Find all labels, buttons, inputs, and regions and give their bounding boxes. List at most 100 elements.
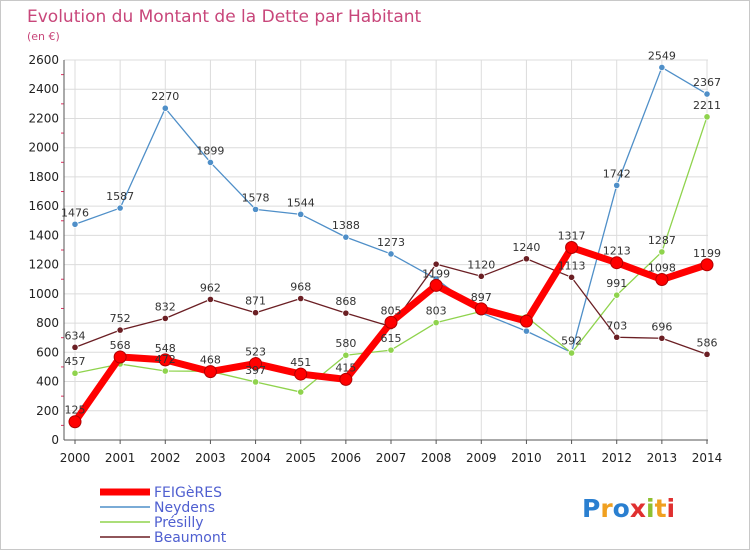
point-feigres-2002 [158,353,172,367]
data-label-feigres-2000: 125 [65,404,86,417]
x-tick-2003: 2003 [195,451,226,465]
y-tick-200: 200 [36,404,59,418]
data-label-feigres-2014: 1199 [693,247,721,260]
point-prsilly-2007 [387,346,395,354]
point-neydens-2000 [71,220,79,228]
y-tick-600: 600 [36,345,59,359]
data-label-prsilly-2006: 580 [335,337,356,350]
legend-label-prsilly: Présilly [154,515,204,531]
series-feigres [68,241,714,429]
point-beaumont-2001 [116,326,124,334]
data-label-feigres-2001: 568 [110,339,131,352]
point-prsilly-2014 [703,113,711,121]
point-beaumont-2005 [297,294,305,303]
x-axis-ticks: 2000 2001 2002 2003 2004 2005 2006 2007 2008 2009… [60,451,723,465]
data-label-beaumont-2010: 1240 [512,241,540,254]
point-feigres-2007 [384,315,398,329]
point-feigres-2009 [474,302,488,316]
x-tick-2011: 2011 [556,451,587,465]
y-tick-400: 400 [36,375,59,389]
x-tick-2000: 2000 [60,451,91,465]
point-neydens-2004 [251,205,260,213]
y-tick-2200: 2200 [28,111,59,125]
point-feigres-2005 [294,367,308,381]
y-tick-800: 800 [36,316,59,330]
data-label-feigres-2011: 1317 [558,230,586,243]
point-beaumont-2014 [703,350,711,358]
logo-letter-1: r [600,494,613,523]
data-label-prsilly-2012: 991 [606,277,627,290]
x-tick-2008: 2008 [421,451,452,465]
y-tick-1000: 1000 [28,287,59,301]
logo-text: Proxiti [582,494,675,523]
point-feigres-2012 [610,256,624,270]
data-label-prsilly-2014: 2211 [693,99,721,112]
point-neydens-2014 [703,90,711,98]
logo-letter-4: i [646,494,655,523]
point-beaumont-2010 [522,255,531,263]
logo-letter-0: P [582,494,600,523]
point-prsilly-2006 [342,351,350,359]
data-label-neydens-2006: 1388 [332,219,360,232]
point-feigres-2013 [655,273,669,287]
data-label-beaumont-2013: 696 [651,320,672,333]
data-label-beaumont-2014: 586 [697,336,718,349]
point-feigres-2000 [68,415,82,429]
point-neydens-2003 [206,158,215,167]
point-feigres-2011 [565,241,579,255]
data-label-neydens-2001: 1587 [106,190,134,203]
point-neydens-2006 [342,233,350,241]
proxiti-logo: Proxiti [582,494,675,523]
data-label-beaumont-2006: 868 [335,295,356,308]
logo-letter-5: t [655,494,667,523]
y-tick-0: 0 [51,433,59,447]
point-prsilly-2011 [567,349,576,357]
y-tick-2000: 2000 [28,141,59,155]
chart-subtitle: (en €) [27,30,60,43]
data-label-neydens-2002: 2270 [151,90,179,103]
data-label-prsilly-2002: 472 [155,353,176,366]
data-label-feigres-2013: 1098 [648,262,676,275]
data-label-feigres-2008: 1199 [422,267,450,280]
data-label-neydens-2003: 1899 [196,144,224,157]
data-label-feigres-2009: 897 [471,291,492,304]
point-feigres-2004 [249,357,263,371]
y-tick-1600: 1600 [28,199,59,213]
point-feigres-2014 [700,258,714,272]
data-label-beaumont-2011: 1113 [558,259,586,272]
point-beaumont-2013 [658,334,666,342]
point-feigres-2001 [113,350,127,364]
point-prsilly-2008 [432,319,440,327]
data-label-feigres-2005: 451 [290,356,311,369]
series-group [68,63,714,429]
x-tick-2009: 2009 [466,451,497,465]
x-tick-2007: 2007 [376,451,407,465]
x-tick-2012: 2012 [601,451,632,465]
x-tick-2005: 2005 [285,451,316,465]
point-beaumont-2009 [477,272,485,280]
y-axis-ticks: 0 200 400 600 800 1000 1200 1400 1600 1800 2000 220… [28,53,59,447]
point-beaumont-2008 [432,260,440,268]
point-beaumont-2000 [71,343,79,351]
point-prsilly-2013 [658,248,666,256]
data-label-feigres-2007: 805 [381,304,402,317]
data-label-beaumont-2002: 832 [155,300,176,313]
data-label-beaumont-2012: 703 [606,319,627,332]
y-tick-1400: 1400 [28,228,59,242]
data-label-beaumont-2003: 962 [200,281,221,294]
data-label-feigres-2003: 468 [200,354,221,367]
legend-label-feigres: FEIGèRES [154,485,222,501]
y-tick-1200: 1200 [28,258,59,272]
point-prsilly-2012 [613,291,621,299]
point-feigres-2010 [519,314,533,328]
point-beaumont-2002 [161,314,169,322]
data-label-prsilly-2004: 397 [245,364,266,377]
point-neydens-2013 [658,63,666,72]
chart-title: Evolution du Montant de la Dette par Hab… [27,7,422,27]
x-tick-2010: 2010 [511,451,542,465]
x-tick-2014: 2014 [692,451,723,465]
point-prsilly-2000 [71,369,79,377]
data-label-prsilly-2007: 615 [381,332,402,345]
point-beaumont-2004 [251,309,260,317]
